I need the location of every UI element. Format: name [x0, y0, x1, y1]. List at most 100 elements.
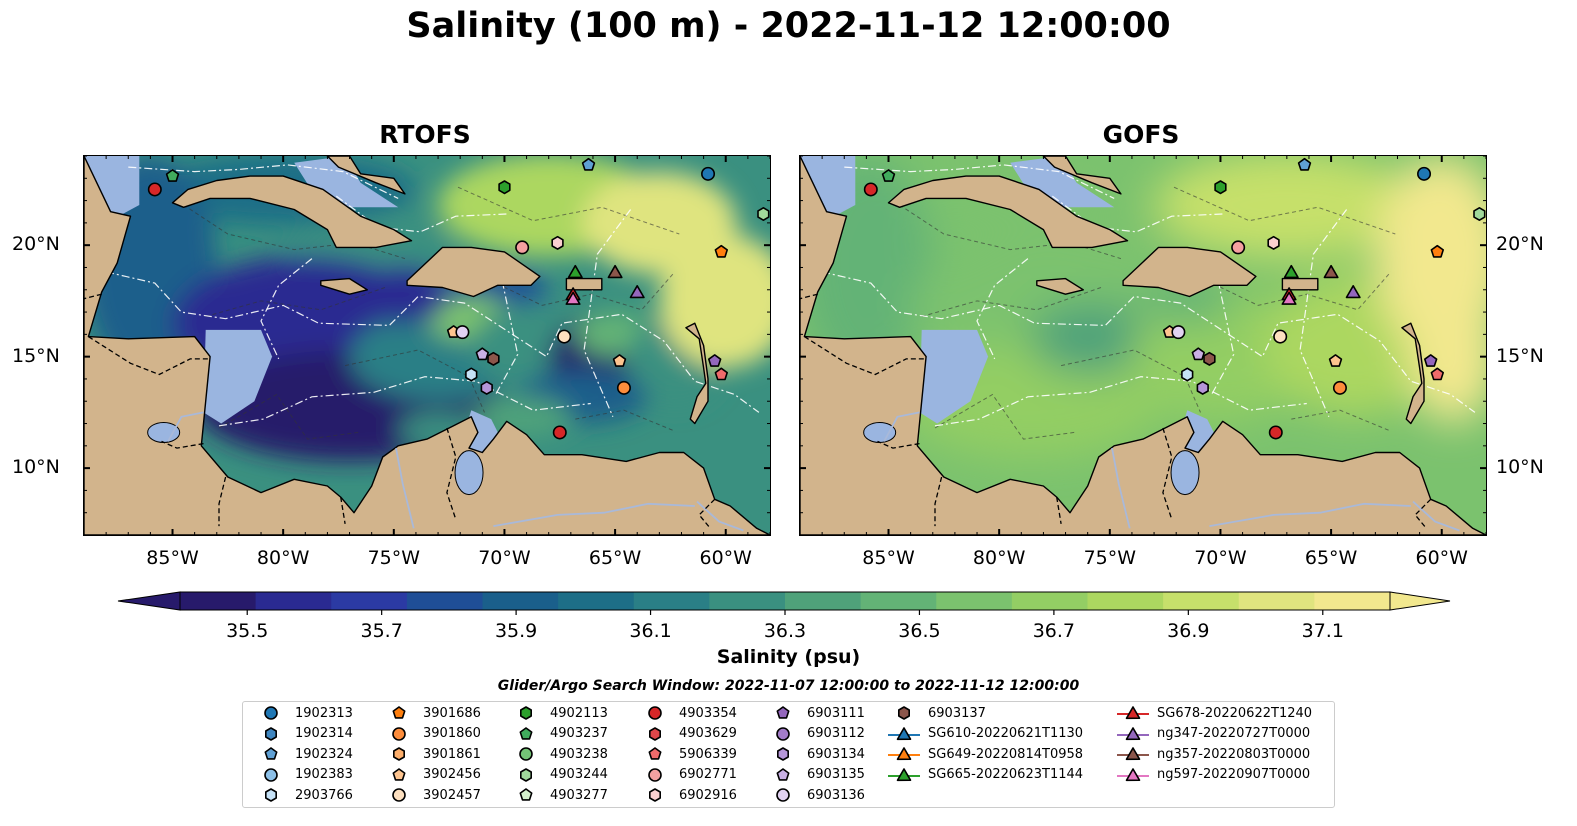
colorbar-segment [633, 592, 710, 610]
pentagon-marker-icon [392, 706, 406, 719]
legend-item: 1902383 [253, 765, 353, 785]
legend-item: SG649-20220814T0958 [886, 744, 1083, 764]
legend-marker [393, 747, 406, 761]
figure-title: Salinity (100 m) - 2022-11-12 12:00:00 [406, 6, 1171, 46]
legend-item: 6902771 [637, 765, 737, 785]
legend-item: 3901686 [381, 703, 481, 723]
gofs-salinity-map[interactable] [799, 155, 1487, 536]
legend-item: 2903766 [253, 785, 353, 805]
rtofs-salinity-map[interactable] [83, 155, 771, 536]
circle-marker-icon [776, 726, 790, 741]
colorbar-extend-high [1389, 591, 1451, 611]
legend-marker [1125, 706, 1141, 720]
panel-title-gofs: GOFS [1102, 120, 1180, 149]
colorbar-tick-label: 35.7 [360, 620, 403, 642]
colorbar-tick-label: 35.5 [226, 620, 269, 642]
observation-marker [475, 347, 490, 361]
gofs-map-canvas [800, 156, 1486, 535]
hexagon-marker-icon [898, 706, 911, 720]
legend-marker [896, 747, 912, 761]
legend-marker [776, 788, 790, 803]
legend-item: SG665-20220623T1144 [886, 765, 1083, 785]
colorbar-segment [406, 592, 483, 610]
observation-marker [1297, 157, 1312, 171]
legend-marker [520, 767, 533, 782]
panel-title-rtofs: RTOFS [379, 120, 471, 149]
observation-markers [863, 157, 1486, 440]
triangle-marker-icon [1117, 706, 1149, 720]
legend-title: Glider/Argo Search Window: 2022-11-07 12… [497, 678, 1080, 694]
legend-item: 6902916 [637, 785, 737, 805]
salinity-colorbar [117, 591, 1451, 615]
legend-marker [1125, 767, 1141, 781]
x-tick-label: 70°W [478, 547, 531, 569]
observation-marker [551, 235, 564, 250]
x-tick-label: 60°W [1415, 547, 1468, 569]
legend-label: 3901860 [423, 726, 481, 742]
x-tick-label: 65°W [588, 547, 642, 569]
legend-label: 6903111 [807, 705, 865, 721]
circle-marker-icon [392, 726, 406, 741]
x-tick-label: 80°W [256, 547, 310, 569]
legend-label: 3902456 [423, 767, 481, 783]
observation-marker [881, 169, 896, 182]
legend-marker [392, 788, 406, 803]
triangle-marker-icon [1117, 767, 1149, 781]
legend-label: 1902324 [295, 746, 353, 762]
observation-marker [557, 329, 572, 344]
colorbar-segment [331, 592, 408, 610]
x-tick-label: 80°W [972, 547, 1026, 569]
colorbar-segment [1314, 592, 1391, 610]
observation-marker [1171, 325, 1186, 340]
legend-item: ng347-20220727T0000 [1115, 724, 1310, 744]
colorbar-segment [709, 592, 786, 610]
hexagon-marker-icon [265, 726, 278, 741]
legend-marker [519, 726, 533, 740]
legend-label: 4902113 [550, 705, 608, 721]
observation-marker [565, 291, 581, 305]
hexagon-marker-icon [520, 706, 533, 720]
legend-marker [520, 706, 533, 720]
legend-label: SG649-20220814T0958 [928, 746, 1084, 762]
legend-item: 6903112 [765, 724, 865, 744]
legend-item: 3902457 [381, 785, 481, 805]
colorbar-tick-label: 35.9 [494, 620, 538, 642]
observation-marker [1283, 264, 1299, 279]
observation-marker [707, 354, 722, 367]
colorbar-tick-label: 36.9 [1167, 620, 1210, 642]
pentagon-marker-icon [648, 747, 662, 760]
salinity-field [800, 156, 1486, 460]
colorbar-segment [482, 592, 559, 610]
x-tick-label: 75°W [1083, 547, 1137, 569]
colorbar-tick-label: 37.1 [1301, 620, 1344, 642]
triangle-marker-icon [888, 726, 920, 740]
legend-item: 4903237 [508, 724, 608, 744]
legend-marker [777, 747, 790, 761]
legend-label: 1902383 [295, 767, 353, 783]
observation-marker [498, 180, 511, 195]
legend-label: 4903277 [550, 787, 608, 803]
hexagon-marker-icon [777, 747, 790, 761]
observation-marker [1473, 206, 1486, 221]
colorbar-segment [180, 592, 257, 610]
y-tick-label-left: 10°N [12, 456, 60, 479]
legend-item: 4902113 [508, 703, 608, 723]
colorbar-tick-label: 36.7 [1032, 620, 1076, 642]
observation-marker [1332, 380, 1347, 395]
observation-marker [1323, 264, 1339, 279]
pentagon-marker-icon [519, 726, 533, 740]
legend-item: 4903354 [637, 703, 737, 723]
legend-item: 6903134 [765, 744, 865, 764]
observation-marker [480, 380, 493, 395]
legend-marker [649, 726, 662, 741]
land [800, 156, 1486, 535]
triangle-marker-icon [888, 747, 920, 761]
legend-item: 4903277 [508, 785, 608, 805]
circle-marker-icon [264, 767, 278, 782]
legend-item: 6903137 [886, 703, 986, 723]
legend-label: 3902457 [423, 787, 481, 803]
legend-item: 4903629 [637, 724, 737, 744]
legend-marker [896, 726, 912, 740]
legend-item: ng357-20220803T0000 [1115, 744, 1310, 764]
colorbar-tick-label: 36.3 [763, 620, 807, 642]
